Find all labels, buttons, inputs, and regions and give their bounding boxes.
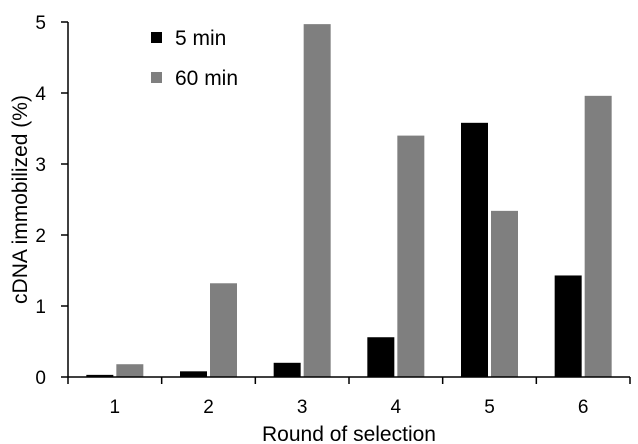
legend: 5 min 60 min [151, 27, 238, 90]
legend-label: 5 min [175, 27, 226, 50]
x-tick-label: 4 [391, 397, 402, 418]
x-axis-ticks: 1 2 3 4 5 6 [67, 377, 631, 418]
y-tick-label: 5 [35, 13, 46, 34]
y-tick-label: 0 [35, 368, 46, 389]
x-tick-label: 1 [110, 397, 121, 418]
y-tick-label: 2 [35, 226, 46, 247]
legend-swatch [151, 72, 162, 83]
bar-60-min-round-2 [210, 283, 237, 377]
y-axis-ticks: 0 1 2 3 4 5 [35, 13, 68, 389]
bar-5-min-round-5 [461, 122, 488, 377]
bars-group [86, 24, 612, 377]
x-axis-title: Round of selection [262, 423, 436, 444]
bar-60-min-round-3 [303, 24, 331, 377]
y-tick-label: 1 [35, 297, 46, 318]
x-tick-label: 2 [203, 397, 214, 418]
bar-60-min-round-4 [397, 135, 425, 377]
bar-5-min-round-1 [86, 374, 114, 377]
bar-5-min-round-3 [273, 362, 301, 377]
legend-label: 60 min [175, 67, 238, 90]
y-tick-label: 3 [35, 155, 46, 176]
y-axis-title: cDNA immobilized (%) [9, 95, 32, 304]
bar-5-min-round-2 [180, 371, 207, 377]
legend-swatch [151, 32, 162, 43]
x-tick-label: 5 [484, 397, 495, 418]
bar-5-min-round-4 [367, 337, 395, 377]
bar-60-min-round-1 [116, 364, 144, 377]
bar-60-min-round-5 [491, 210, 518, 377]
bar-5-min-round-6 [554, 275, 582, 377]
x-tick-label: 6 [578, 397, 589, 418]
bar-60-min-round-6 [584, 95, 612, 377]
y-tick-label: 4 [35, 84, 46, 105]
x-tick-label: 3 [297, 397, 308, 418]
